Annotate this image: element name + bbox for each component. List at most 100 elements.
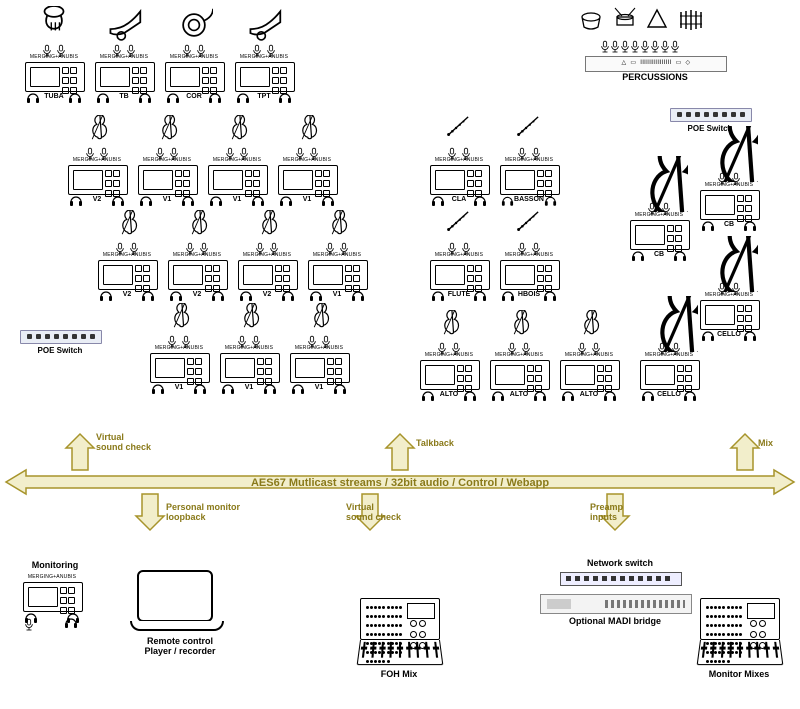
rack-body [235, 62, 295, 92]
violin-icon [252, 210, 278, 236]
rack-body [165, 62, 225, 92]
rack-brand: MERGING+ANUBIS [560, 352, 618, 358]
rack-body [220, 353, 280, 383]
rack-brand: MERGING+ANUBIS [290, 345, 348, 351]
instrument-icon [82, 115, 108, 143]
rack-unit: MERGING+ANUBIS BASSON [500, 165, 558, 195]
viola-icon [574, 310, 600, 336]
rack-unit: MERGING+ANUBIS ALTO [420, 360, 478, 390]
rack-brand: MERGING+ANUBIS [700, 182, 758, 188]
rack-unit: MERGING+ANUBIS HBOIS [500, 260, 558, 290]
instrument-icon [444, 115, 470, 143]
violin-icon [82, 115, 108, 141]
rack-unit: MERGING+ANUBIS V1 [220, 353, 278, 383]
poe-switch: POE Switch [20, 330, 100, 355]
rack-unit: MERGING+ANUBIS V2 [168, 260, 226, 290]
arrow-label: Mix [758, 438, 773, 448]
rack-body [98, 260, 158, 290]
rack-unit: MERGING+ANUBIS ALTO [490, 360, 548, 390]
rack-brand: MERGING+ANUBIS [500, 157, 558, 163]
rack-body [420, 360, 480, 390]
rack-unit: MERGING+ANUBIS CLA [430, 165, 488, 195]
rack-unit: MERGING+ANUBIS TUBA [25, 62, 83, 92]
rack-unit: MERGING+ANUBIS CELLO [700, 300, 758, 330]
rack-unit: MERGING+ANUBIS V2 [68, 165, 126, 195]
instrument-icon [182, 210, 208, 238]
rack-unit: MERGING+ANUBIS FLUTE [430, 260, 488, 290]
rack-brand: MERGING+ANUBIS [238, 252, 296, 258]
instrument-icon [304, 303, 330, 331]
rack-body [308, 260, 368, 290]
arrow-label: Virtual sound check [96, 432, 151, 452]
rack-unit: MERGING+ANUBIS V2 [98, 260, 156, 290]
arrow-label: Preamp inputs [590, 502, 623, 522]
rack-body [68, 165, 128, 195]
bassoon-icon [514, 115, 540, 141]
brass-icon [175, 6, 213, 46]
instrument-icon [222, 115, 248, 143]
violin-icon [322, 210, 348, 236]
rack-brand: MERGING+ANUBIS [68, 157, 126, 163]
rack-body [208, 165, 268, 195]
rack-unit: MERGING+ANUBIS TB [95, 62, 153, 92]
rack-body [430, 165, 490, 195]
rack-unit: MERGING+ANUBIS CB [700, 190, 758, 220]
rack-brand: MERGING+ANUBIS [235, 54, 293, 60]
violin-icon [222, 115, 248, 141]
rack-brand: MERGING+ANUBIS [430, 252, 488, 258]
madi-bridge [540, 594, 692, 614]
brass-icon [35, 6, 73, 46]
rack-brand: MERGING+ANUBIS [168, 252, 226, 258]
viola-icon [504, 310, 530, 336]
rack-body [150, 353, 210, 383]
rack-body [500, 165, 560, 195]
arrow-label: Talkback [416, 438, 454, 448]
rack-body [630, 220, 690, 250]
rack-unit: MERGING+ANUBIS COR [165, 62, 223, 92]
rack-body [23, 582, 83, 612]
poe-switch: POE Switch [670, 108, 750, 133]
violin-icon [164, 303, 190, 329]
rack-brand: MERGING+ANUBIS [165, 54, 223, 60]
arrow-label: Virtual sound check [346, 502, 401, 522]
instrument-icon [434, 310, 460, 338]
instrument-icon [444, 210, 470, 238]
violin-icon [234, 303, 260, 329]
laptop-icon [130, 570, 220, 631]
rack-unit: MERGING+ANUBIS [23, 582, 81, 612]
monitoring-label: Monitoring [20, 560, 90, 570]
rack-body [238, 260, 298, 290]
rack-body [700, 300, 760, 330]
flute-icon [444, 210, 470, 236]
instrument-icon [514, 210, 540, 238]
rack-body [95, 62, 155, 92]
clarinet-icon [444, 115, 470, 141]
rack-brand: MERGING+ANUBIS [308, 252, 366, 258]
instrument-icon [504, 310, 530, 338]
instrument-icon [164, 303, 190, 331]
brass-icon [105, 6, 143, 46]
rack-brand: MERGING+ANUBIS [630, 212, 688, 218]
network-switch-label: Network switch [560, 558, 680, 568]
monitoring-hp-icon [64, 618, 78, 632]
rack-brand: MERGING+ANUBIS [278, 157, 336, 163]
madi-label: Optional MADI bridge [540, 616, 690, 626]
violin-icon [112, 210, 138, 236]
rack-brand: MERGING+ANUBIS [138, 157, 196, 163]
rack-unit: MERGING+ANUBIS V1 [208, 165, 266, 195]
rack-body [500, 260, 560, 290]
laptop-label: Remote control Player / recorder [120, 636, 240, 656]
rack-brand: MERGING+ANUBIS [150, 345, 208, 351]
rack-body [700, 190, 760, 220]
instrument-icon [322, 210, 348, 238]
rack-unit: MERGING+ANUBIS V2 [238, 260, 296, 290]
svg-text:AES67 Mutlicast streams / 32bi: AES67 Mutlicast streams / 32bit audio / … [251, 477, 549, 489]
rack-unit: MERGING+ANUBIS V1 [138, 165, 196, 195]
rack-unit: MERGING+ANUBIS CELLO [640, 360, 698, 390]
instrument-icon [292, 115, 318, 143]
viola-icon [434, 310, 460, 336]
rack-body [278, 165, 338, 195]
oboe-icon [514, 210, 540, 236]
rack-unit: MERGING+ANUBIS CB [630, 220, 688, 250]
instrument-icon [252, 210, 278, 238]
